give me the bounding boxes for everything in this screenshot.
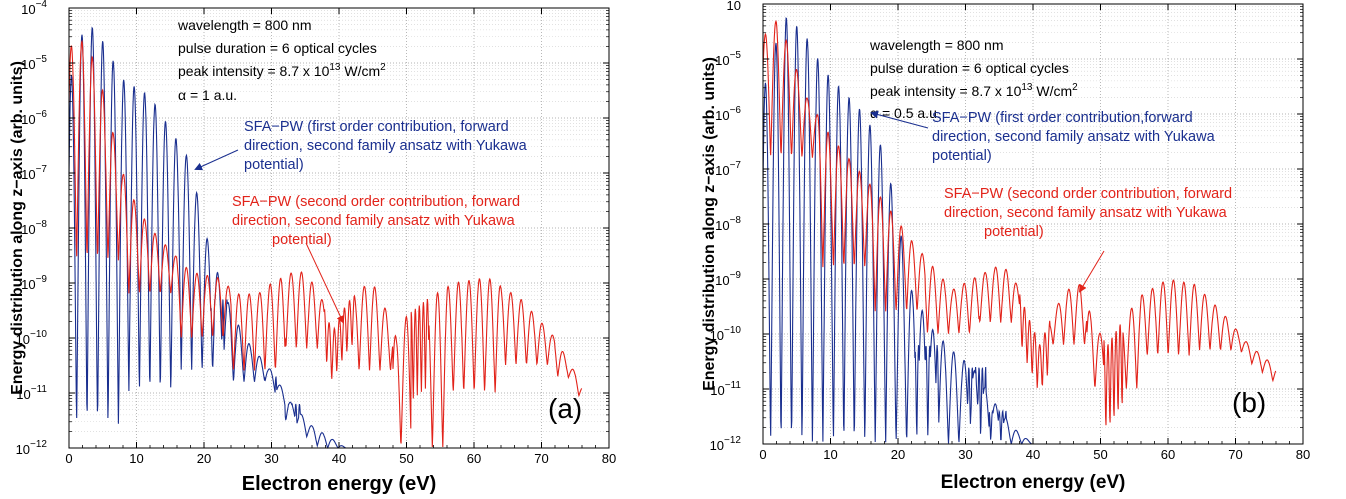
x-tick-label: 0 xyxy=(759,447,766,462)
y-tick-label: 10−10 xyxy=(710,325,742,343)
x-tick-label: 30 xyxy=(958,447,972,462)
y-axis: 10−12 10−11 10−10 10−9 10−8 10−7 10−6 10−5 10−4 xyxy=(16,0,609,457)
y-tick-label: 10−11 xyxy=(710,380,741,398)
annotation-line: direction, second family ansatz with Yuk… xyxy=(944,205,1228,221)
x-tick-label: 60 xyxy=(467,451,481,466)
annotation-line: direction, second family ansatz with Yuk… xyxy=(244,138,528,154)
x-axis-label: Electron energy (eV) xyxy=(242,473,437,495)
annotation-first-order: SFA−PW (first order contribution, forwar… xyxy=(194,119,528,173)
y-tick-label: 10−6 xyxy=(21,109,47,127)
annotation-arrow xyxy=(870,110,929,129)
x-tick-label: 70 xyxy=(1228,447,1242,462)
annotation-line: potential) xyxy=(244,157,304,173)
x-tick-label: 80 xyxy=(1296,447,1310,462)
annotation-second-order: SFA−PW (second order contribution, forwa… xyxy=(944,186,1232,293)
annotation-arrow xyxy=(1078,250,1105,293)
series-line-second-order xyxy=(68,39,583,448)
annotation-first-order: SFA−PW (first order contribution,forward… xyxy=(870,110,1216,164)
parameter-info: wavelength = 800 nm pulse duration = 6 op… xyxy=(869,37,1078,121)
y-tick-label: 10−6 xyxy=(715,105,741,123)
y-tick-label: 10−5 xyxy=(715,50,741,68)
panel-label: (a) xyxy=(548,393,582,424)
info-wavelength: wavelength = 800 nm xyxy=(869,37,1003,53)
annotation-arrow xyxy=(194,149,239,171)
parameter-info: wavelength = 800 nm pulse duration = 6 op… xyxy=(177,17,386,103)
x-tick-label: 40 xyxy=(332,451,346,466)
annotation-arrow xyxy=(305,242,345,324)
x-axis-label: Electron energy (eV) xyxy=(941,472,1126,493)
annotation-line: SFA−PW (second order contribution, forwa… xyxy=(232,194,520,210)
x-tick-label: 10 xyxy=(823,447,837,462)
x-tick-label: 50 xyxy=(1093,447,1107,462)
chart-panel-b: 0 10 20 30 40 50 60 70 80 10−12 10−11 10−10 10−9 10−8… xyxy=(701,0,1310,493)
annotation-line: SFA−PW (first order contribution,forward xyxy=(932,110,1193,126)
y-axis: 10−12 10−11 10−10 10−9 10−8 10−7 10−6 10−5 10 xyxy=(710,0,1303,453)
annotation-line: direction, second family ansatz with Yuk… xyxy=(232,213,516,229)
info-peak-intensity: peak intensity = 8.7 x 1013 W/cm2 xyxy=(178,62,386,79)
y-tick-label: 10−7 xyxy=(21,164,47,182)
x-tick-label: 60 xyxy=(1161,447,1175,462)
annotation-line: potential) xyxy=(272,232,332,248)
annotation-line: potential) xyxy=(984,224,1044,240)
series-line-first-order xyxy=(762,17,1033,445)
x-tick-label: 30 xyxy=(264,451,278,466)
chart-panel-a: 0 10 20 30 40 50 60 70 80 10−12 10−11 10−10 10−9 10−8… xyxy=(9,0,616,495)
y-tick-label: 10 xyxy=(727,0,741,13)
x-tick-label: 0 xyxy=(65,451,72,466)
info-alpha: α = 1 a.u. xyxy=(178,87,237,103)
annotation-line: SFA−PW (first order contribution, forwar… xyxy=(244,119,509,135)
y-tick-label: 10−11 xyxy=(16,384,47,402)
x-axis: 0 10 20 30 40 50 60 70 80 xyxy=(759,4,1310,462)
annotation-line: SFA−PW (second order contribution, forwa… xyxy=(944,186,1232,202)
y-tick-label: 10−5 xyxy=(21,54,47,72)
y-tick-label: 10−8 xyxy=(715,215,741,233)
info-pulse-duration: pulse duration = 6 optical cycles xyxy=(870,60,1069,76)
x-tick-label: 70 xyxy=(534,451,548,466)
annotation-line: direction, second family ansatz with Yuk… xyxy=(932,129,1216,145)
x-tick-label: 10 xyxy=(129,451,143,466)
annotation-line: potential) xyxy=(932,148,992,164)
info-pulse-duration: pulse duration = 6 optical cycles xyxy=(178,40,377,56)
y-tick-label: 10−12 xyxy=(16,439,48,457)
series-line-first-order xyxy=(68,26,346,449)
y-tick-label: 10−8 xyxy=(21,219,47,237)
info-alpha: α = 0.5 a.u. xyxy=(870,105,941,121)
x-tick-label: 50 xyxy=(399,451,413,466)
x-tick-label: 80 xyxy=(602,451,616,466)
info-peak-intensity: peak intensity = 8.7 x 1013 W/cm2 xyxy=(870,82,1078,99)
y-tick-label: 10−7 xyxy=(715,160,741,178)
y-tick-label: 10−10 xyxy=(16,329,48,347)
y-tick-label: 10−9 xyxy=(21,274,47,292)
panel-label: (b) xyxy=(1232,387,1266,418)
x-axis: 0 10 20 30 40 50 60 70 80 xyxy=(65,8,616,466)
info-wavelength: wavelength = 800 nm xyxy=(177,17,311,33)
annotation-second-order: SFA−PW (second order contribution, forwa… xyxy=(232,194,520,324)
grid-lines xyxy=(69,8,609,448)
y-axis-label: Energy distribution along z−axis (arb. u… xyxy=(701,57,718,391)
y-tick-label: 10−9 xyxy=(715,270,741,288)
x-tick-label: 20 xyxy=(197,451,211,466)
x-tick-label: 40 xyxy=(1026,447,1040,462)
y-axis-label: Energy distribution along z−axis (arb. u… xyxy=(9,61,26,395)
y-tick-label: 10−12 xyxy=(710,435,742,453)
x-tick-label: 20 xyxy=(891,447,905,462)
y-tick-label: 10−4 xyxy=(21,0,47,17)
series-line-second-order xyxy=(762,19,1277,426)
